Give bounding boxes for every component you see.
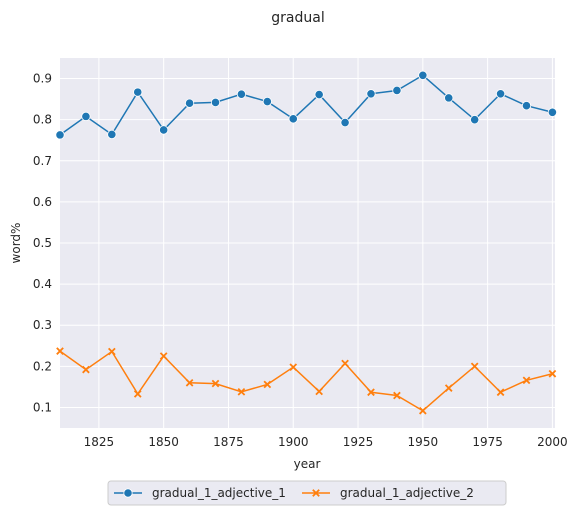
data-point bbox=[133, 87, 143, 97]
data-point bbox=[522, 376, 531, 385]
data-point bbox=[107, 347, 116, 356]
data-point bbox=[392, 85, 402, 96]
y-tick-label: 0.1 bbox=[33, 400, 52, 414]
x-tick-label: 1925 bbox=[343, 435, 374, 449]
y-tick-label: 0.7 bbox=[33, 154, 52, 168]
data-point bbox=[470, 115, 480, 125]
data-point bbox=[496, 388, 505, 397]
data-point bbox=[289, 363, 298, 371]
data-point bbox=[133, 390, 142, 398]
y-tick-label: 0.2 bbox=[33, 359, 52, 373]
x-axis-label: year bbox=[294, 457, 321, 471]
data-point bbox=[444, 384, 453, 392]
series-1 bbox=[55, 70, 558, 140]
data-point bbox=[55, 130, 65, 140]
y-tick-label: 0.4 bbox=[33, 277, 52, 291]
legend-marker bbox=[312, 489, 320, 497]
data-point bbox=[185, 378, 194, 387]
legend-label: gradual_1_adjective_1 bbox=[152, 486, 286, 500]
y-tick-label: 0.3 bbox=[33, 318, 52, 332]
data-point bbox=[288, 114, 298, 124]
y-axis-label: word% bbox=[9, 223, 23, 264]
data-point bbox=[211, 379, 220, 388]
data-point bbox=[470, 362, 479, 371]
data-point bbox=[366, 89, 376, 99]
grid-lines bbox=[60, 58, 555, 428]
data-point bbox=[367, 388, 375, 397]
data-point bbox=[315, 387, 323, 396]
legend-marker bbox=[123, 488, 133, 498]
data-point bbox=[495, 89, 506, 99]
data-point bbox=[263, 380, 272, 389]
y-tick-label: 0.8 bbox=[33, 113, 52, 127]
x-tick-label: 1875 bbox=[213, 435, 244, 449]
data-point bbox=[82, 365, 90, 374]
data-point bbox=[184, 98, 195, 108]
data-point bbox=[340, 117, 350, 128]
legend-item-1: gradual_1_adjective_1 bbox=[114, 486, 286, 500]
x-tick-label: 1950 bbox=[408, 435, 439, 449]
x-tick-labels: 1825 1850 1875 1900 1925 1950 1975 2000 bbox=[84, 435, 568, 449]
series-line bbox=[59, 350, 553, 412]
data-point bbox=[236, 89, 247, 99]
y-tick-label: 0.5 bbox=[33, 236, 52, 250]
y-tick-label: 0.6 bbox=[33, 195, 52, 209]
series-2 bbox=[56, 347, 557, 415]
data-point bbox=[393, 391, 401, 400]
legend-label: gradual_1_adjective_2 bbox=[340, 486, 474, 500]
data-point bbox=[341, 359, 349, 368]
x-tick-label: 1850 bbox=[148, 435, 179, 449]
legend-item-2: gradual_1_adjective_2 bbox=[302, 486, 474, 500]
data-point bbox=[237, 387, 246, 396]
x-tick-label: 1825 bbox=[84, 435, 115, 449]
series-layer bbox=[55, 70, 558, 415]
data-point bbox=[56, 347, 64, 355]
data-point bbox=[159, 352, 168, 360]
legend: gradual_1_adjective_1 gradual_1_adjective… bbox=[107, 480, 507, 506]
data-point bbox=[418, 70, 428, 80]
x-tick-label: 2000 bbox=[537, 435, 568, 449]
data-point bbox=[547, 107, 558, 117]
series-line bbox=[59, 74, 553, 136]
data-point bbox=[548, 369, 557, 378]
data-point bbox=[418, 406, 427, 415]
data-point bbox=[444, 93, 454, 103]
y-tick-label: 0.9 bbox=[33, 72, 52, 86]
data-point bbox=[81, 111, 91, 121]
data-point bbox=[262, 96, 272, 107]
chart-title: gradual bbox=[271, 10, 324, 26]
data-point bbox=[521, 101, 532, 111]
x-tick-label: 1900 bbox=[278, 435, 309, 449]
data-point bbox=[159, 125, 169, 135]
x-tick-label: 1975 bbox=[472, 435, 503, 449]
data-point bbox=[314, 89, 324, 100]
y-tick-labels: 0.1 0.2 0.3 0.4 0.5 0.6 0.7 0.8 0.9 bbox=[33, 72, 52, 415]
data-point bbox=[107, 129, 117, 140]
data-point bbox=[210, 97, 221, 108]
